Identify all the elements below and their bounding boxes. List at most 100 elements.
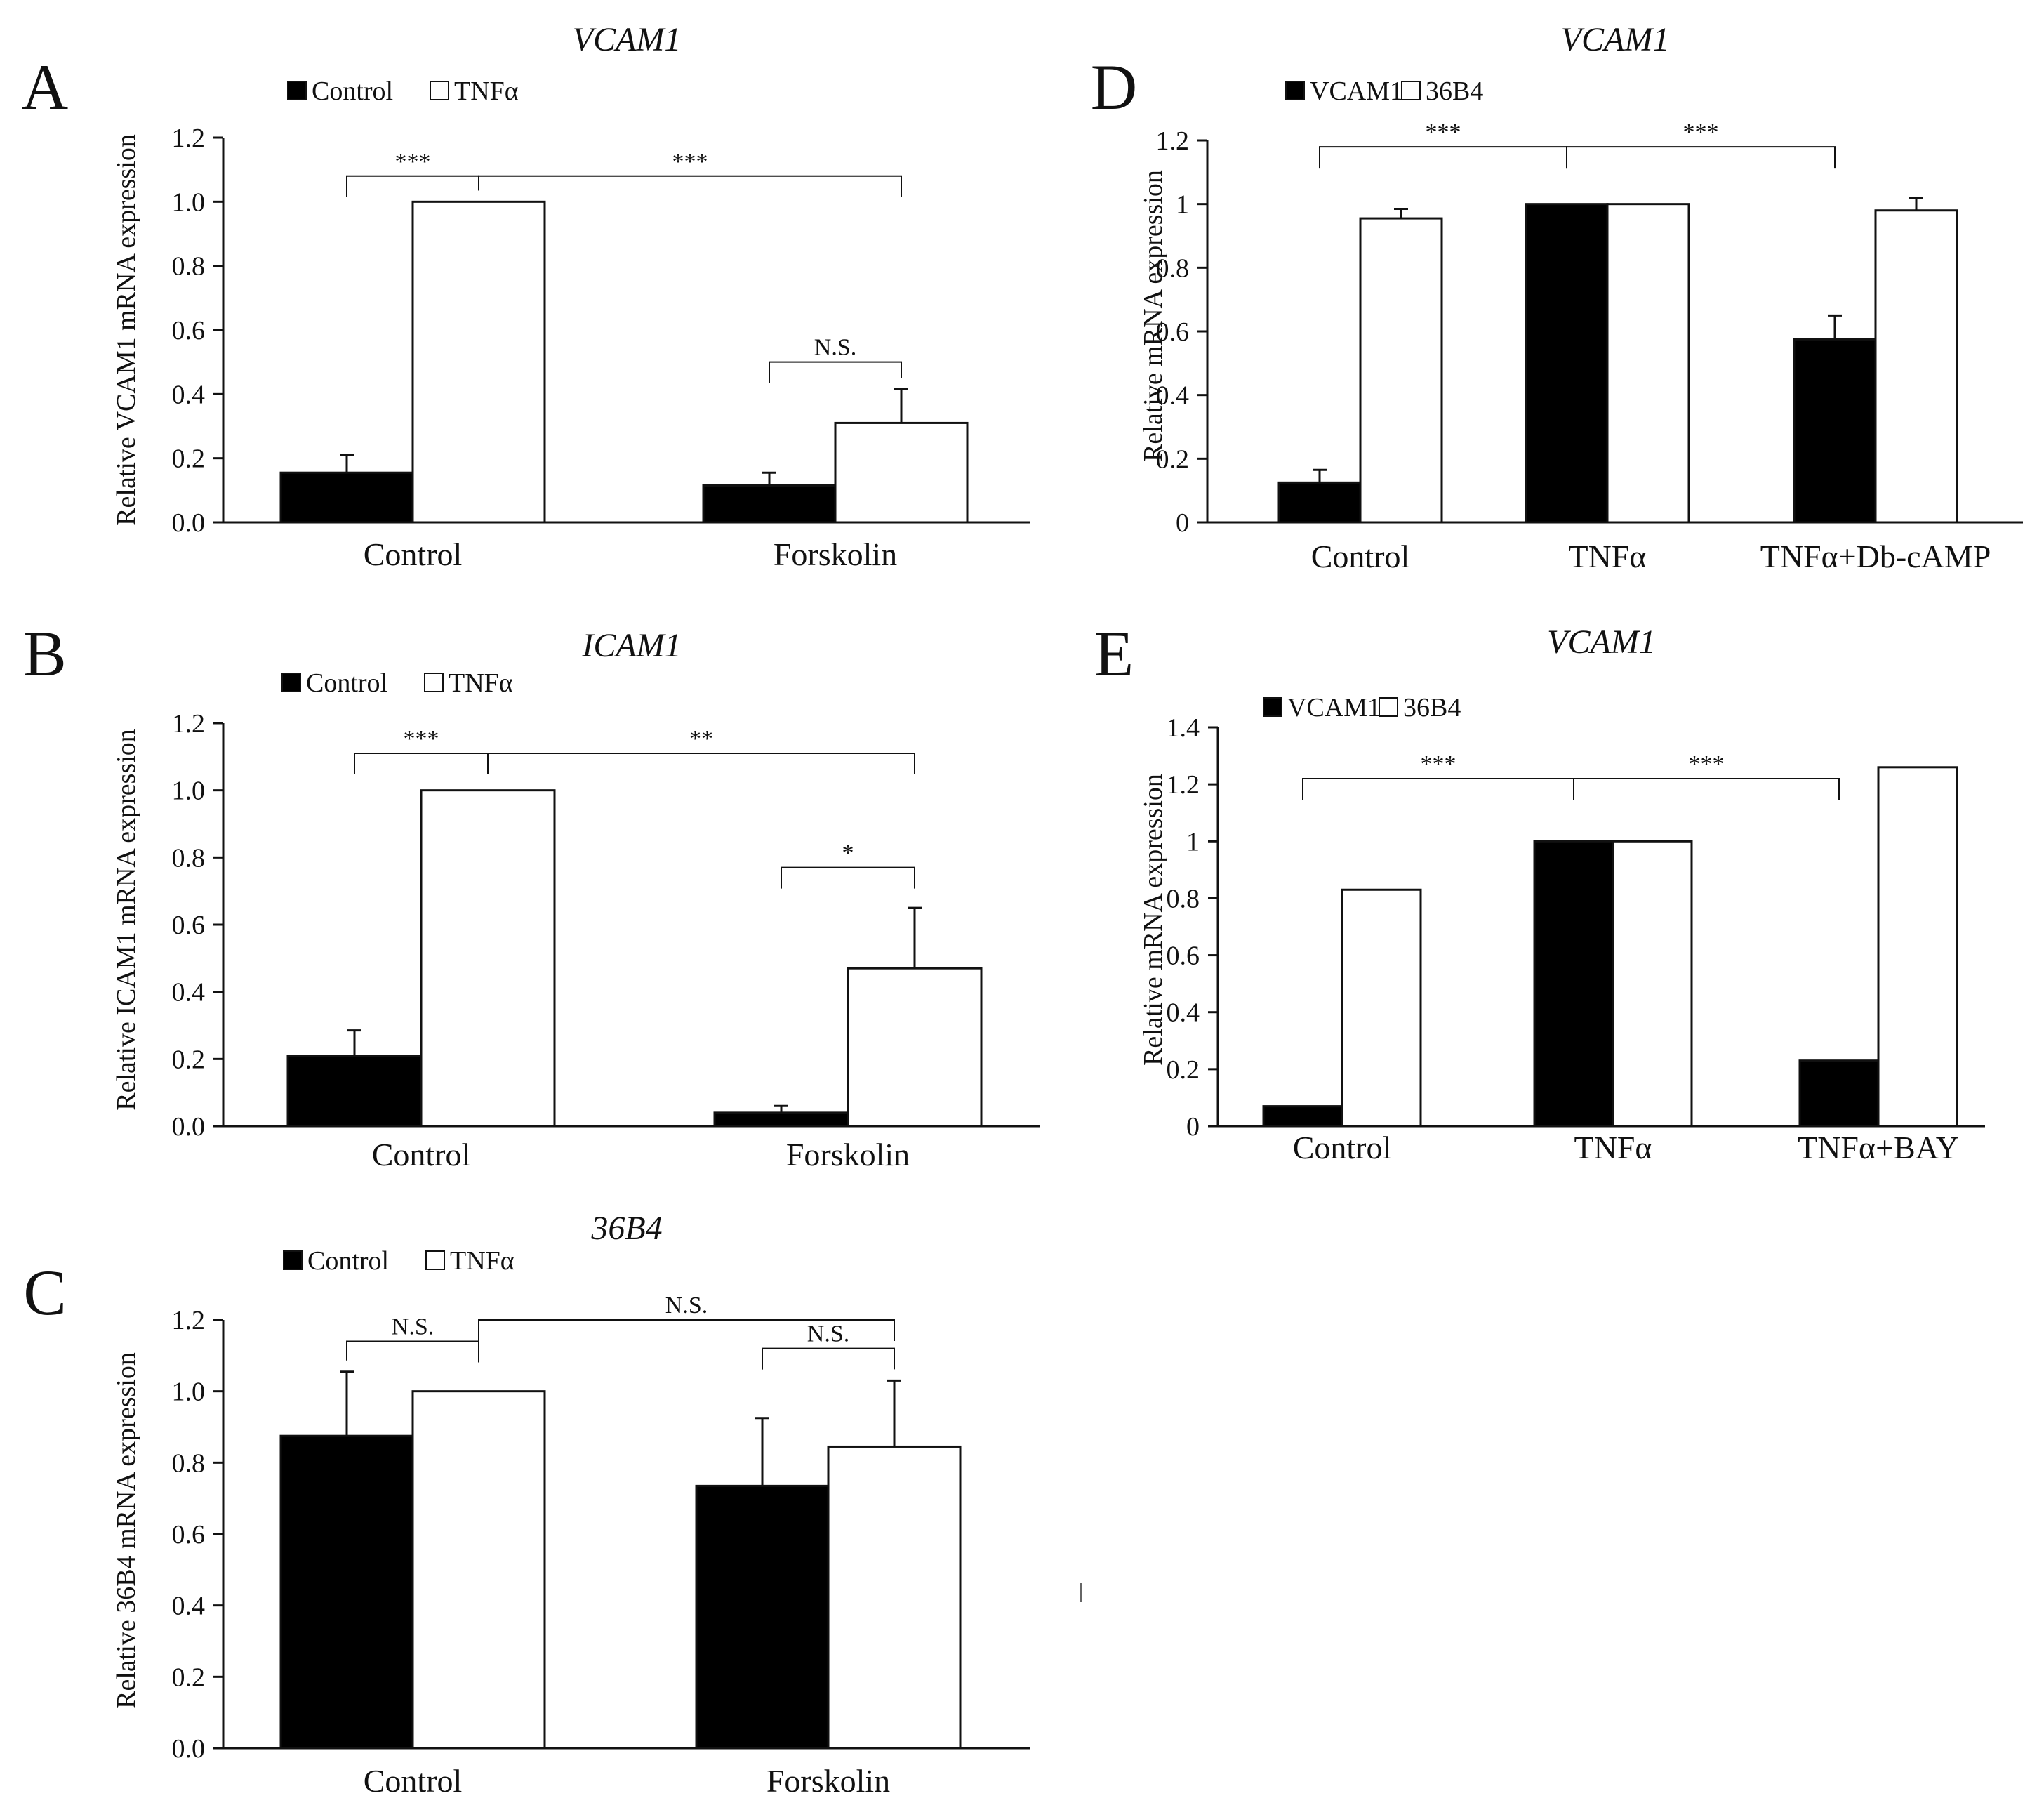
bar-tnf-1: [834, 421, 969, 524]
chart-title: VCAM1: [1561, 21, 1670, 58]
legend-entry: Control: [307, 1246, 389, 1276]
bar-36b4-0: [1359, 217, 1443, 524]
significance-bracket: [1319, 146, 1567, 169]
y-tick-label: 0: [1176, 508, 1189, 538]
y-axis-label: Relative mRNA expression: [1139, 170, 1168, 462]
panel-label: D: [1091, 51, 1137, 123]
y-tick-label: 0.4: [1167, 998, 1200, 1028]
bar-36b4-0: [1341, 888, 1422, 1128]
significance-bracket: [769, 361, 902, 383]
legend-entry: TNFα: [454, 77, 519, 106]
y-axis-label: Relative ICAM1 mRNA expression: [112, 729, 141, 1111]
y-axis-label: Relative mRNA expression: [1139, 774, 1168, 1066]
y-tick-label: 0.6: [172, 1520, 206, 1550]
chart-panel-e: E VCAM1 Relative mRNA expression 0 0.2 0.4 0.6…: [1094, 618, 1985, 1165]
y-tick-label: 0.0: [172, 1734, 206, 1764]
y-tick-label: 0.4: [1156, 381, 1190, 411]
bar-vcam1-2: [1798, 1059, 1880, 1128]
legend-swatch: [287, 81, 307, 100]
significance-bracket: [762, 1347, 895, 1370]
y-tick-label: 0.4: [172, 1592, 206, 1621]
significance-bracket: [478, 175, 902, 197]
significance-bracket: [346, 175, 479, 197]
bar-tnf-0: [420, 789, 556, 1128]
significance-bracket: [354, 753, 489, 775]
legend-swatch: [1379, 697, 1398, 717]
significance-bracket: [487, 753, 915, 775]
x-tick-label: Control: [364, 536, 463, 572]
significance-bracket: [1302, 778, 1574, 800]
y-tick-label: 1.2: [1156, 126, 1190, 156]
y-tick-label: 1.2: [172, 709, 206, 739]
significance-label: N.S.: [807, 1321, 849, 1347]
bar-vcam1-2: [1793, 338, 1877, 524]
significance-label: ***: [395, 149, 431, 175]
legend-swatch: [430, 81, 449, 100]
y-tick-label: 0.0: [172, 1112, 206, 1142]
significance-label: N.S.: [665, 1293, 708, 1319]
significance-bracket: [478, 1319, 895, 1341]
chart-title: 36B4: [590, 1210, 662, 1247]
significance-label: ***: [1421, 751, 1456, 777]
legend-entry: Control: [306, 668, 387, 698]
bar-vcam1-1: [1525, 203, 1609, 524]
y-tick-label: 0.4: [172, 380, 206, 409]
significance-bracket: [346, 1340, 479, 1363]
bar-vcam1-1: [1533, 840, 1614, 1128]
legend-swatch: [425, 1250, 445, 1270]
chart-title: VCAM1: [1547, 623, 1656, 661]
y-tick-label: 1.0: [172, 1377, 206, 1407]
bar-control-1: [695, 1484, 830, 1750]
bar-control-1: [713, 1111, 849, 1128]
significance-label: N.S.: [392, 1314, 434, 1340]
y-tick-label: 0.2: [172, 1045, 206, 1074]
significance-label: ***: [404, 726, 439, 752]
bar-tnf-0: [411, 1390, 546, 1750]
bar-control-1: [702, 484, 837, 524]
y-tick-label: 1.4: [1167, 713, 1200, 743]
bar-36b4-1: [1612, 840, 1693, 1128]
y-tick-label: 1.2: [172, 1306, 206, 1335]
bar-tnf-1: [827, 1445, 962, 1750]
bar-tnf-1: [847, 967, 983, 1128]
legend-entry: VCAM1: [1310, 77, 1403, 106]
bar-vcam1-0: [1278, 481, 1362, 524]
y-tick-label: 0.6: [1156, 317, 1190, 347]
y-axis-label: Relative VCAM1 mRNA expression: [112, 134, 141, 526]
x-tick-label: TNFα: [1568, 539, 1646, 574]
significance-label: ***: [1426, 119, 1461, 145]
legend-swatch: [1401, 81, 1421, 100]
y-tick-label: 0: [1186, 1112, 1200, 1142]
legend-entry: TNFα: [449, 668, 513, 698]
x-tick-label: Control: [372, 1137, 471, 1172]
x-tick-label: Control: [1311, 539, 1410, 574]
legend-entry: VCAM1: [1287, 693, 1381, 722]
y-tick-label: 0.2: [172, 1663, 206, 1692]
significance-bracket: [1566, 146, 1836, 169]
y-tick-label: 0.8: [172, 843, 206, 873]
x-tick-label: Control: [364, 1763, 463, 1799]
bar-vcam1-0: [1262, 1105, 1343, 1128]
y-tick-label: 1.2: [172, 124, 206, 153]
y-tick-label: 1.2: [1167, 770, 1200, 800]
chart-panel-d: D VCAM1 Relative mRNA expression 0 0.2 0.4 0.6…: [1091, 21, 2023, 574]
significance-bracket: [781, 866, 915, 889]
y-tick-label: 0.2: [1167, 1055, 1200, 1085]
significance-label: ***: [1683, 119, 1719, 145]
legend-entry: TNFα: [450, 1246, 515, 1276]
legend-entry: 36B4: [1403, 693, 1461, 722]
y-tick-label: 1: [1186, 827, 1200, 857]
y-tick-label: 0.4: [172, 978, 206, 1007]
x-tick-label: TNFα: [1574, 1130, 1652, 1165]
bar-control-0: [279, 471, 414, 524]
legend-swatch: [283, 1250, 303, 1270]
panel-label: E: [1094, 618, 1134, 689]
bar-36b4-2: [1874, 209, 1958, 524]
bar-control-0: [279, 1434, 414, 1750]
y-tick-label: 0.8: [172, 1448, 206, 1478]
figure-panels: A VCAM1 Relative VCAM1 mRNA expression 0.0 0…: [22, 21, 2023, 1799]
legend-swatch: [281, 673, 301, 692]
significance-bracket: [1573, 778, 1840, 800]
chart-title: ICAM1: [581, 627, 681, 664]
x-tick-label: Forskolin: [774, 536, 897, 572]
